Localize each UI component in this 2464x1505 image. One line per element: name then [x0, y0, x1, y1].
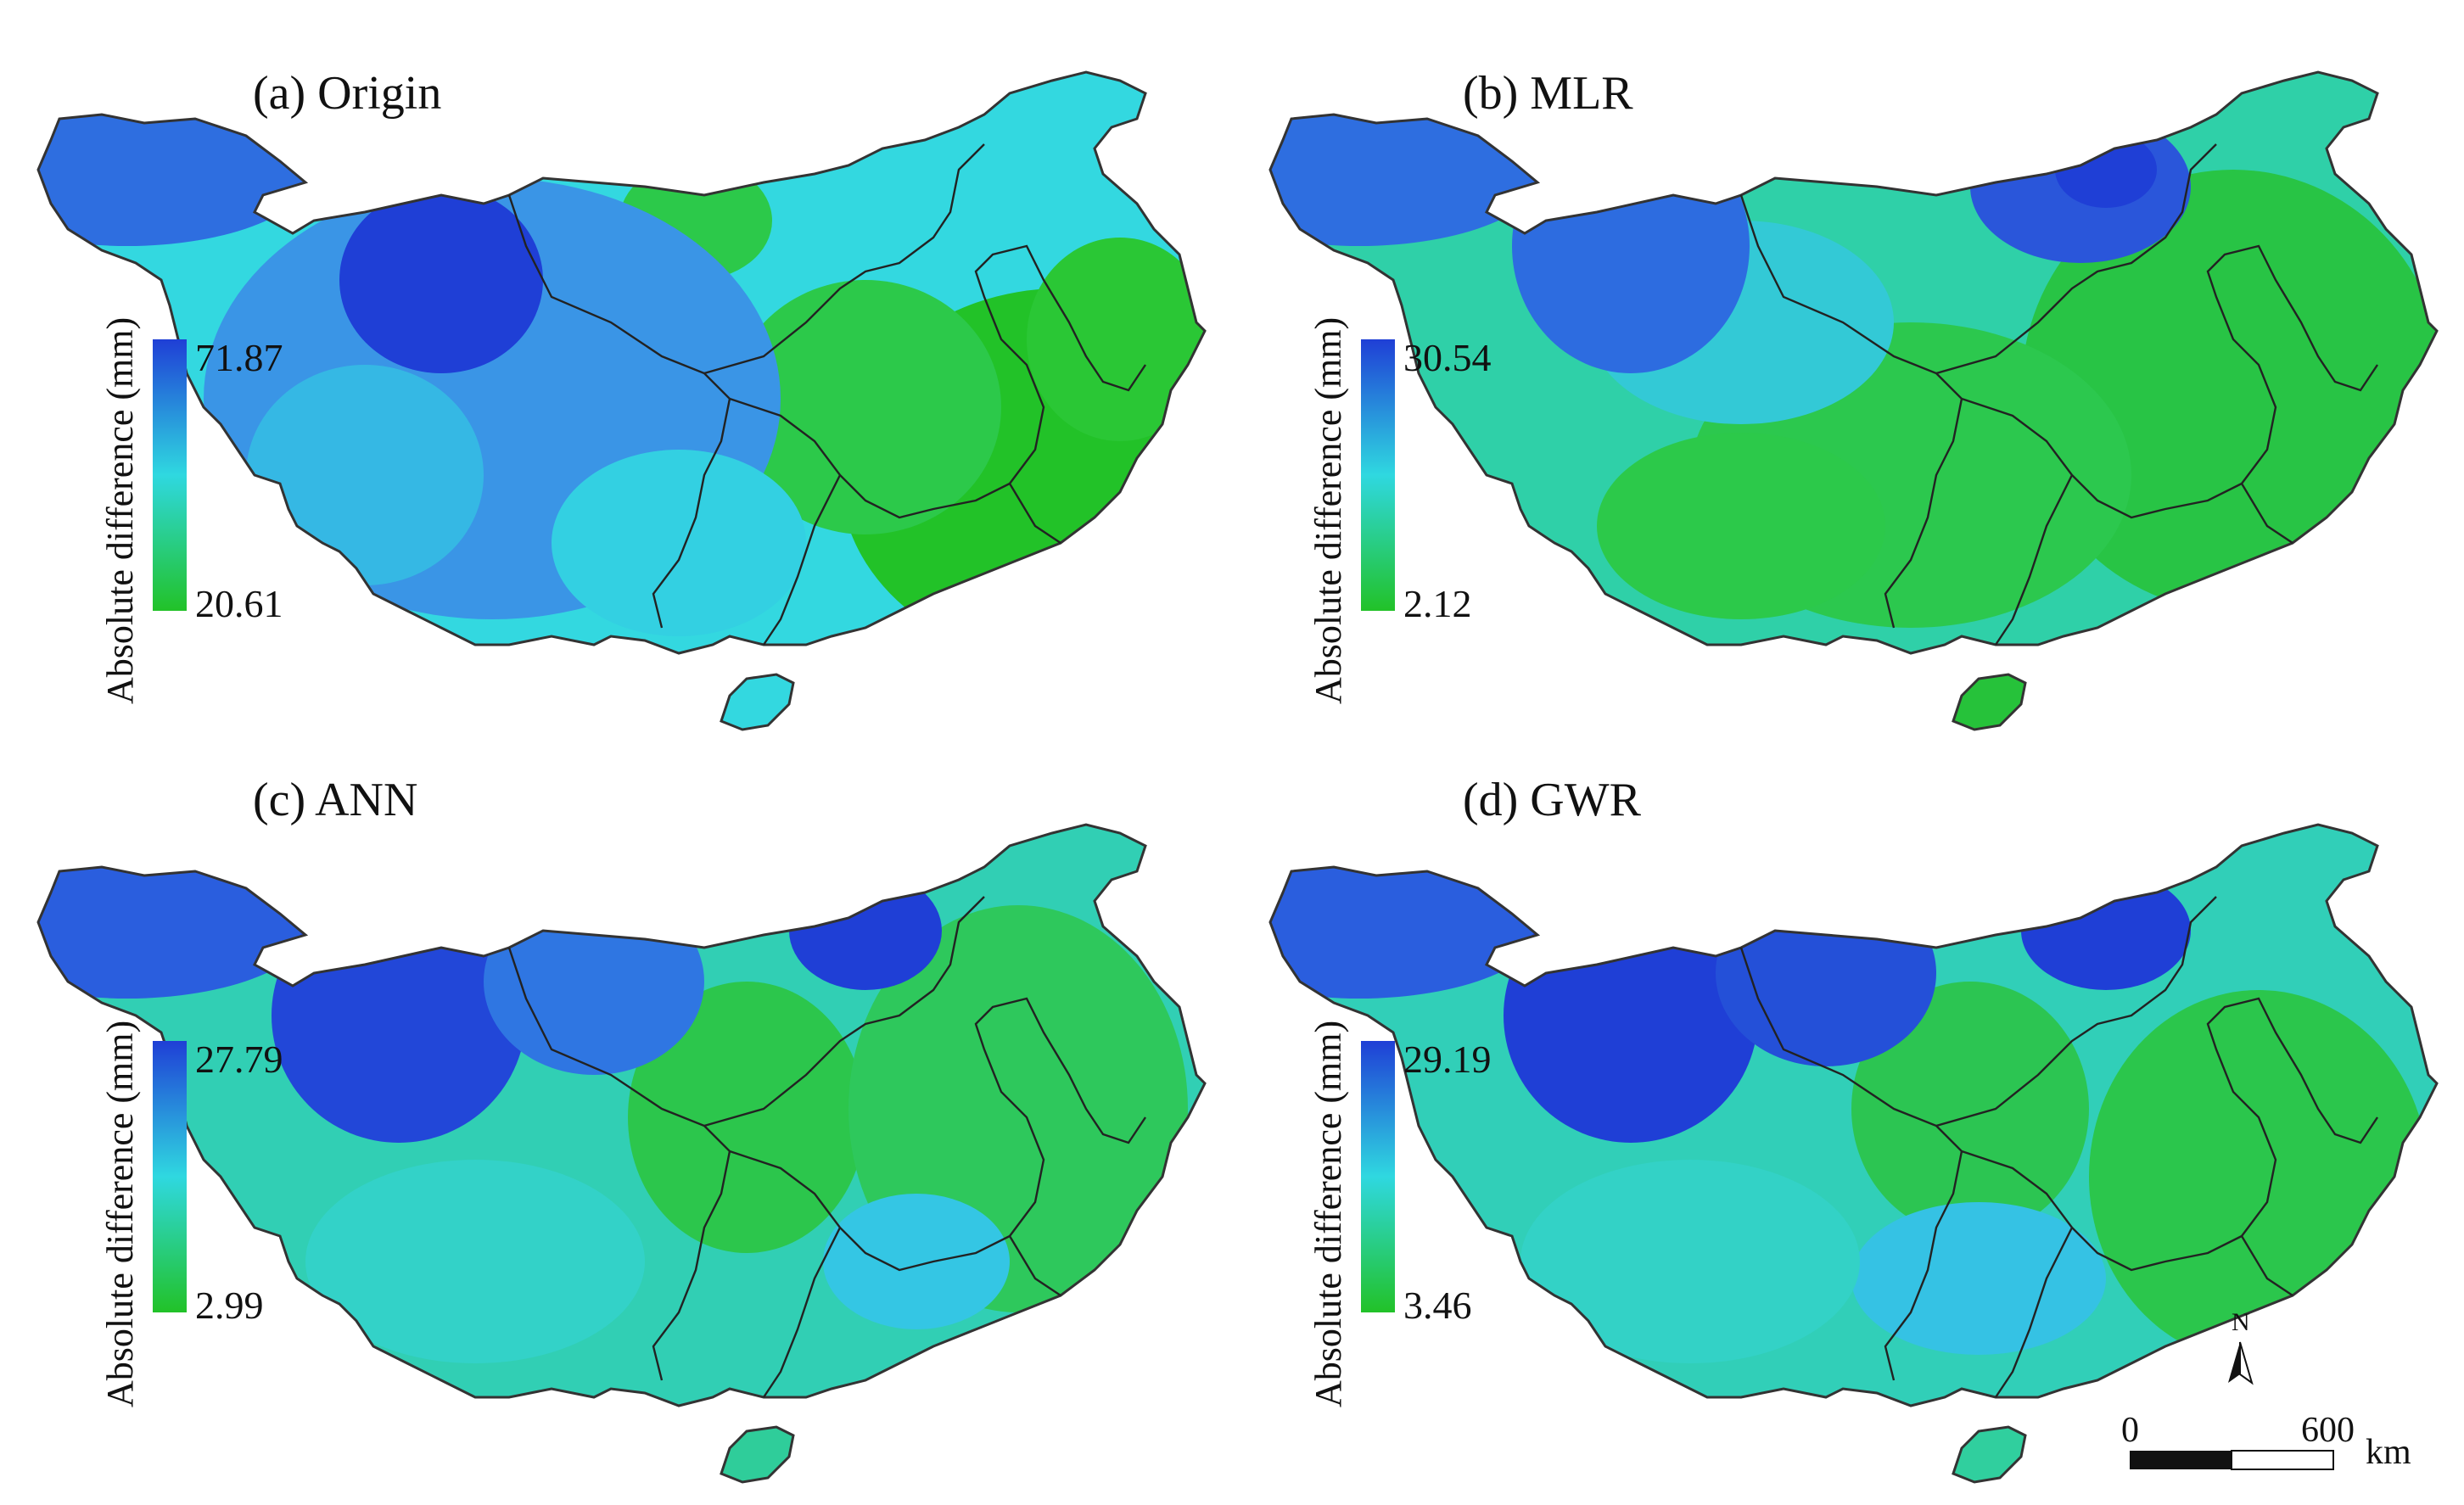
colorbar-min-label: 2.99: [195, 1284, 264, 1327]
scale-bar-black: [2130, 1451, 2232, 1469]
colorbar-max-label: 71.87: [195, 336, 283, 379]
panel-title: (d) GWR: [1463, 774, 1641, 826]
scale-graphics: [2130, 1341, 2334, 1470]
colorbar: [1361, 339, 1395, 611]
scale-end-label: 600: [2301, 1411, 2355, 1450]
panel-title: (a) Origin: [253, 67, 442, 120]
map-gwr: [1268, 823, 2439, 1484]
panel-title: (c) ANN: [253, 774, 418, 826]
north-arrow-icon: [2228, 1341, 2254, 1385]
colorbar-max-label: 27.79: [195, 1038, 283, 1081]
colorbar-min-label: 3.46: [1403, 1284, 1472, 1327]
panel-title: (b) MLR: [1463, 67, 1633, 120]
colorbar: [1361, 1041, 1395, 1312]
colorbar-max-label: 29.19: [1403, 1038, 1492, 1081]
colorbar-min-label: 20.61: [195, 582, 283, 625]
colorbar-title: Absolute difference (mm): [1308, 316, 1349, 704]
map-panel-origin: (a) Origin 71.87 20.61 Absolute differen…: [0, 0, 1232, 752]
colorbar: [153, 339, 187, 611]
colorbar-title: Absolute difference (mm): [1308, 1020, 1349, 1407]
map-mlr: [1268, 70, 2439, 731]
map-origin: [36, 70, 1207, 731]
map-ann: [36, 823, 1207, 1484]
colorbar-max-label: 30.54: [1403, 336, 1492, 379]
colorbar-title: Absolute difference (mm): [99, 316, 141, 704]
map-panel-gwr: (d) GWR 29.19 3.46 Absolute difference (…: [1232, 752, 2464, 1505]
north-label: N: [2232, 1308, 2250, 1336]
colorbar: [153, 1041, 187, 1312]
colorbar-title: Absolute difference (mm): [99, 1020, 141, 1407]
scale-start-label: 0: [2121, 1411, 2139, 1450]
scale-bar-white: [2231, 1450, 2334, 1470]
map-panel-mlr: (b) MLR 30.54 2.12 Absolute difference (…: [1232, 0, 2464, 752]
map-panel-ann: (c) ANN 27.79 2.99 Absolute difference (…: [0, 752, 1232, 1505]
scale-unit-label: km: [2366, 1433, 2411, 1472]
colorbar-min-label: 2.12: [1403, 582, 1472, 625]
scale-bar: N 0 600 km: [2104, 1306, 2461, 1502]
